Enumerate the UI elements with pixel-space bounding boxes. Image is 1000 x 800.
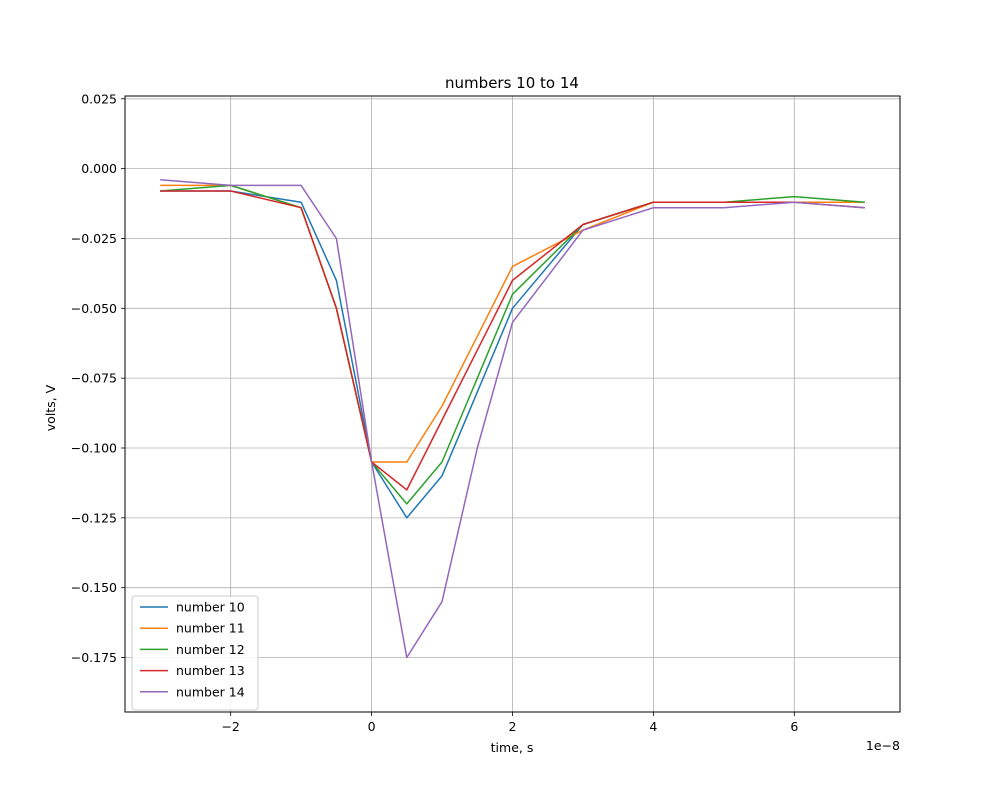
axis-ticks: −2 0 2 4 6 0.025 0.000 −0.025 −0.050 −0.075 −0.100… [71, 91, 799, 734]
x-tick-label: 4 [649, 719, 657, 734]
y-tick-label: −0.050 [71, 301, 117, 316]
legend: number 10 number 11 number 12 number 13 numb… [131, 595, 259, 711]
x-tick-label: 6 [790, 719, 798, 734]
legend-label: number 11 [176, 621, 245, 636]
plot-series [160, 179, 865, 659]
legend-label: number 13 [176, 663, 245, 678]
legend-label: number 14 [176, 684, 245, 699]
grid [125, 96, 900, 712]
series-line-number-14 [160, 179, 865, 659]
y-tick-label: −0.100 [71, 441, 117, 456]
chart-title: numbers 10 to 14 [445, 74, 579, 92]
y-tick-label: 0.000 [81, 161, 117, 176]
x-tick-label: 0 [368, 719, 376, 734]
legend-box [131, 595, 259, 711]
y-tick-label: 0.025 [81, 91, 117, 106]
y-tick-label: −0.175 [71, 650, 117, 665]
legend-label: number 10 [176, 600, 245, 615]
x-tick-label: −2 [221, 719, 239, 734]
x-axis-title: time, s [491, 740, 534, 755]
y-axis-title: volts, V [43, 384, 58, 431]
y-tick-label: −0.075 [71, 371, 117, 386]
y-tick-label: −0.125 [71, 510, 117, 525]
legend-label: number 12 [176, 642, 245, 657]
y-tick-label: −0.025 [71, 231, 117, 246]
x-scale-offset: 1e−8 [866, 738, 900, 753]
y-tick-label: −0.150 [71, 580, 117, 595]
series-line-number-13 [160, 190, 865, 491]
x-tick-label: 2 [509, 719, 517, 734]
